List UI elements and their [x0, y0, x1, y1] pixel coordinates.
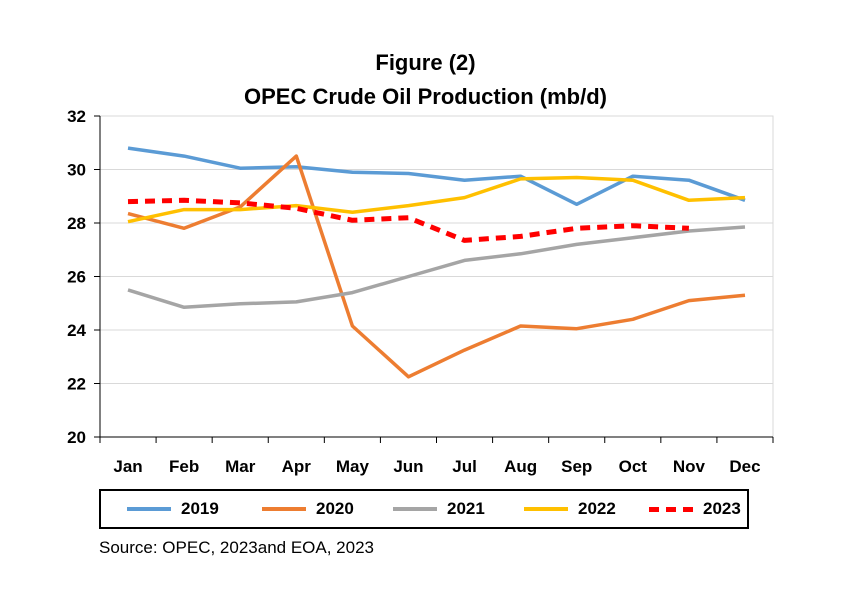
source-note: Source: OPEC, 2023and EOA, 2023 — [99, 538, 375, 557]
legend-swatch-2019 — [127, 507, 171, 511]
y-tick-label: 32 — [67, 107, 86, 126]
legend-label: 2019 — [181, 499, 219, 518]
series-line-2021 — [127, 225, 746, 310]
legend-swatch-2021 — [393, 507, 437, 511]
legend-label: 2022 — [578, 499, 616, 518]
legend-item-2021: 2021 — [393, 491, 485, 527]
x-tick-label: Sep — [561, 457, 592, 476]
x-tick-label: Nov — [673, 457, 706, 476]
x-tick-label: Feb — [169, 457, 199, 476]
x-tick-label: Dec — [729, 457, 760, 476]
chart-subtitle: OPEC Crude Oil Production (mb/d) — [244, 84, 607, 109]
y-tick-label: 26 — [67, 268, 86, 287]
gridlines — [99, 115, 774, 438]
legend-item-2020: 2020 — [262, 491, 354, 527]
legend-swatch-2023 — [649, 506, 693, 512]
legend-swatch-2022 — [524, 507, 568, 511]
x-axis-ticks: Jan Feb Mar Apr May Jun Jul Aug Sep Oct Nov Dec — [113, 457, 760, 476]
y-tick-label: 28 — [67, 214, 86, 233]
axes — [94, 115, 774, 443]
legend-label: 2023 — [703, 499, 741, 518]
y-tick-label: 22 — [67, 375, 86, 394]
legend-item-2023: 2023 — [649, 491, 741, 527]
x-tick-label: Jan — [113, 457, 142, 476]
y-tick-label: 24 — [67, 321, 86, 340]
y-tick-label: 30 — [67, 161, 86, 180]
series-line-2023 — [127, 197, 690, 243]
chart-title: Figure (2) — [375, 50, 476, 75]
legend-swatch-2020 — [262, 507, 306, 511]
series-line-2020 — [127, 154, 746, 379]
series-line-2019 — [127, 146, 746, 207]
x-tick-label: Jul — [452, 457, 477, 476]
x-tick-label: Oct — [619, 457, 648, 476]
legend: 2019 2020 2021 2022 2023 — [99, 489, 749, 529]
series-lines — [127, 146, 746, 379]
x-tick-label: Mar — [225, 457, 256, 476]
series-line-2022 — [127, 175, 746, 224]
legend-label: 2021 — [447, 499, 485, 518]
legend-item-2022: 2022 — [524, 491, 616, 527]
x-tick-label: Apr — [282, 457, 312, 476]
y-axis-ticks: 20 22 24 26 28 30 32 — [67, 107, 86, 447]
y-tick-label: 20 — [67, 428, 86, 447]
x-tick-label: May — [336, 457, 370, 476]
x-tick-label: Jun — [393, 457, 423, 476]
legend-item-2019: 2019 — [127, 491, 219, 527]
legend-label: 2020 — [316, 499, 354, 518]
x-tick-label: Aug — [504, 457, 537, 476]
